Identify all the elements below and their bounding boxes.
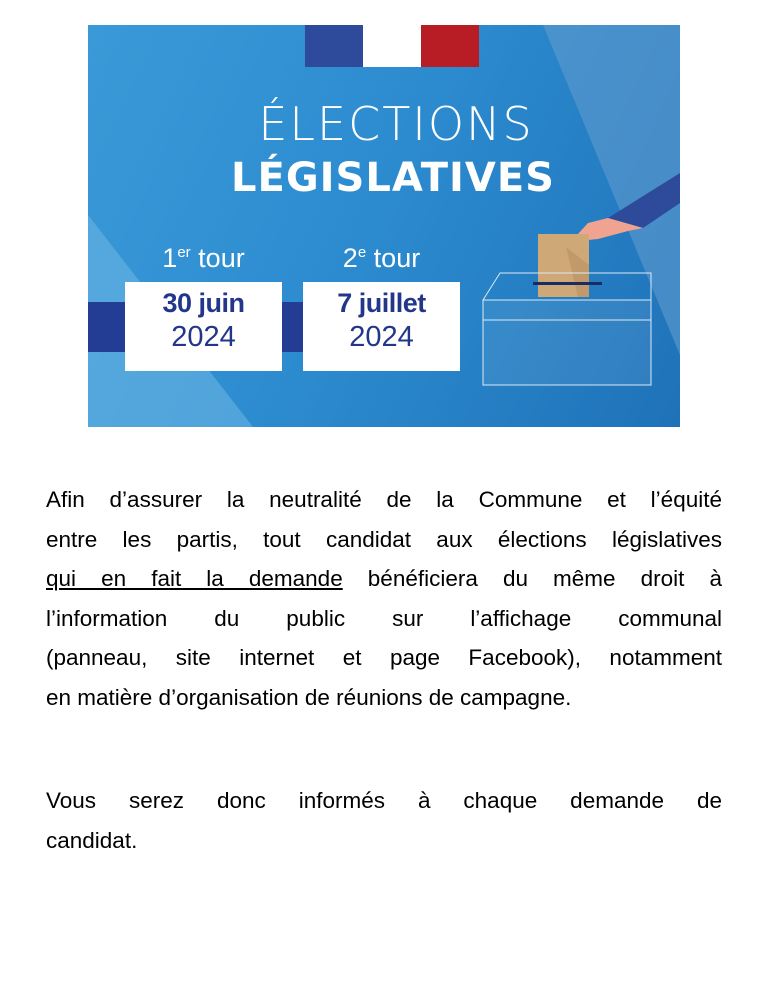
text-line: Afin d’assurer la neutralité de la Commu… xyxy=(46,487,722,512)
flag-white-stripe xyxy=(363,25,421,67)
title-elections: ÉLECTIONS xyxy=(258,97,534,151)
text-line: entre les partis, tout candidat aux élec… xyxy=(46,526,722,552)
round2-date: 7 juillet xyxy=(337,288,426,318)
round1-date-box: 30 juin 2024 xyxy=(125,282,282,371)
elections-banner: ÉLECTIONS LÉGISLATIVES 1er tour 2e tour … xyxy=(88,25,680,427)
underlined-phrase: qui en fait la demande xyxy=(46,566,343,591)
round2-year: 2024 xyxy=(349,321,414,353)
round1-year: 2024 xyxy=(171,321,236,353)
paragraph-information: Vous serez donc informés à chaque demand… xyxy=(46,781,722,860)
text-line: en matière d’organisation de réunions de… xyxy=(46,684,572,710)
notice-text: Afin d’assurer la neutralité de la Commu… xyxy=(46,480,722,860)
round1-label: 1er tour xyxy=(162,243,245,273)
text-line: l’information du public sur l’affichage … xyxy=(46,605,722,631)
hand-ballot-box-icon xyxy=(482,173,680,386)
text-line: candidat. xyxy=(46,827,138,853)
flag-red-stripe xyxy=(421,25,479,67)
round2-label: 2e tour xyxy=(342,243,421,273)
text-line: (panneau, site internet et page Facebook… xyxy=(46,645,722,670)
paragraph-neutrality: Afin d’assurer la neutralité de la Commu… xyxy=(46,480,722,717)
round2-date-box: 7 juillet 2024 xyxy=(303,282,460,371)
band-left xyxy=(88,302,125,352)
text-line: qui en fait la demande bénéficiera du mê… xyxy=(46,566,722,591)
flag-blue-stripe xyxy=(305,25,363,67)
round1-date: 30 juin xyxy=(162,288,245,318)
band-middle xyxy=(282,302,303,352)
title-legislatives: LÉGISLATIVES xyxy=(231,155,555,201)
text-line: Vous serez donc informés à chaque demand… xyxy=(46,788,722,813)
